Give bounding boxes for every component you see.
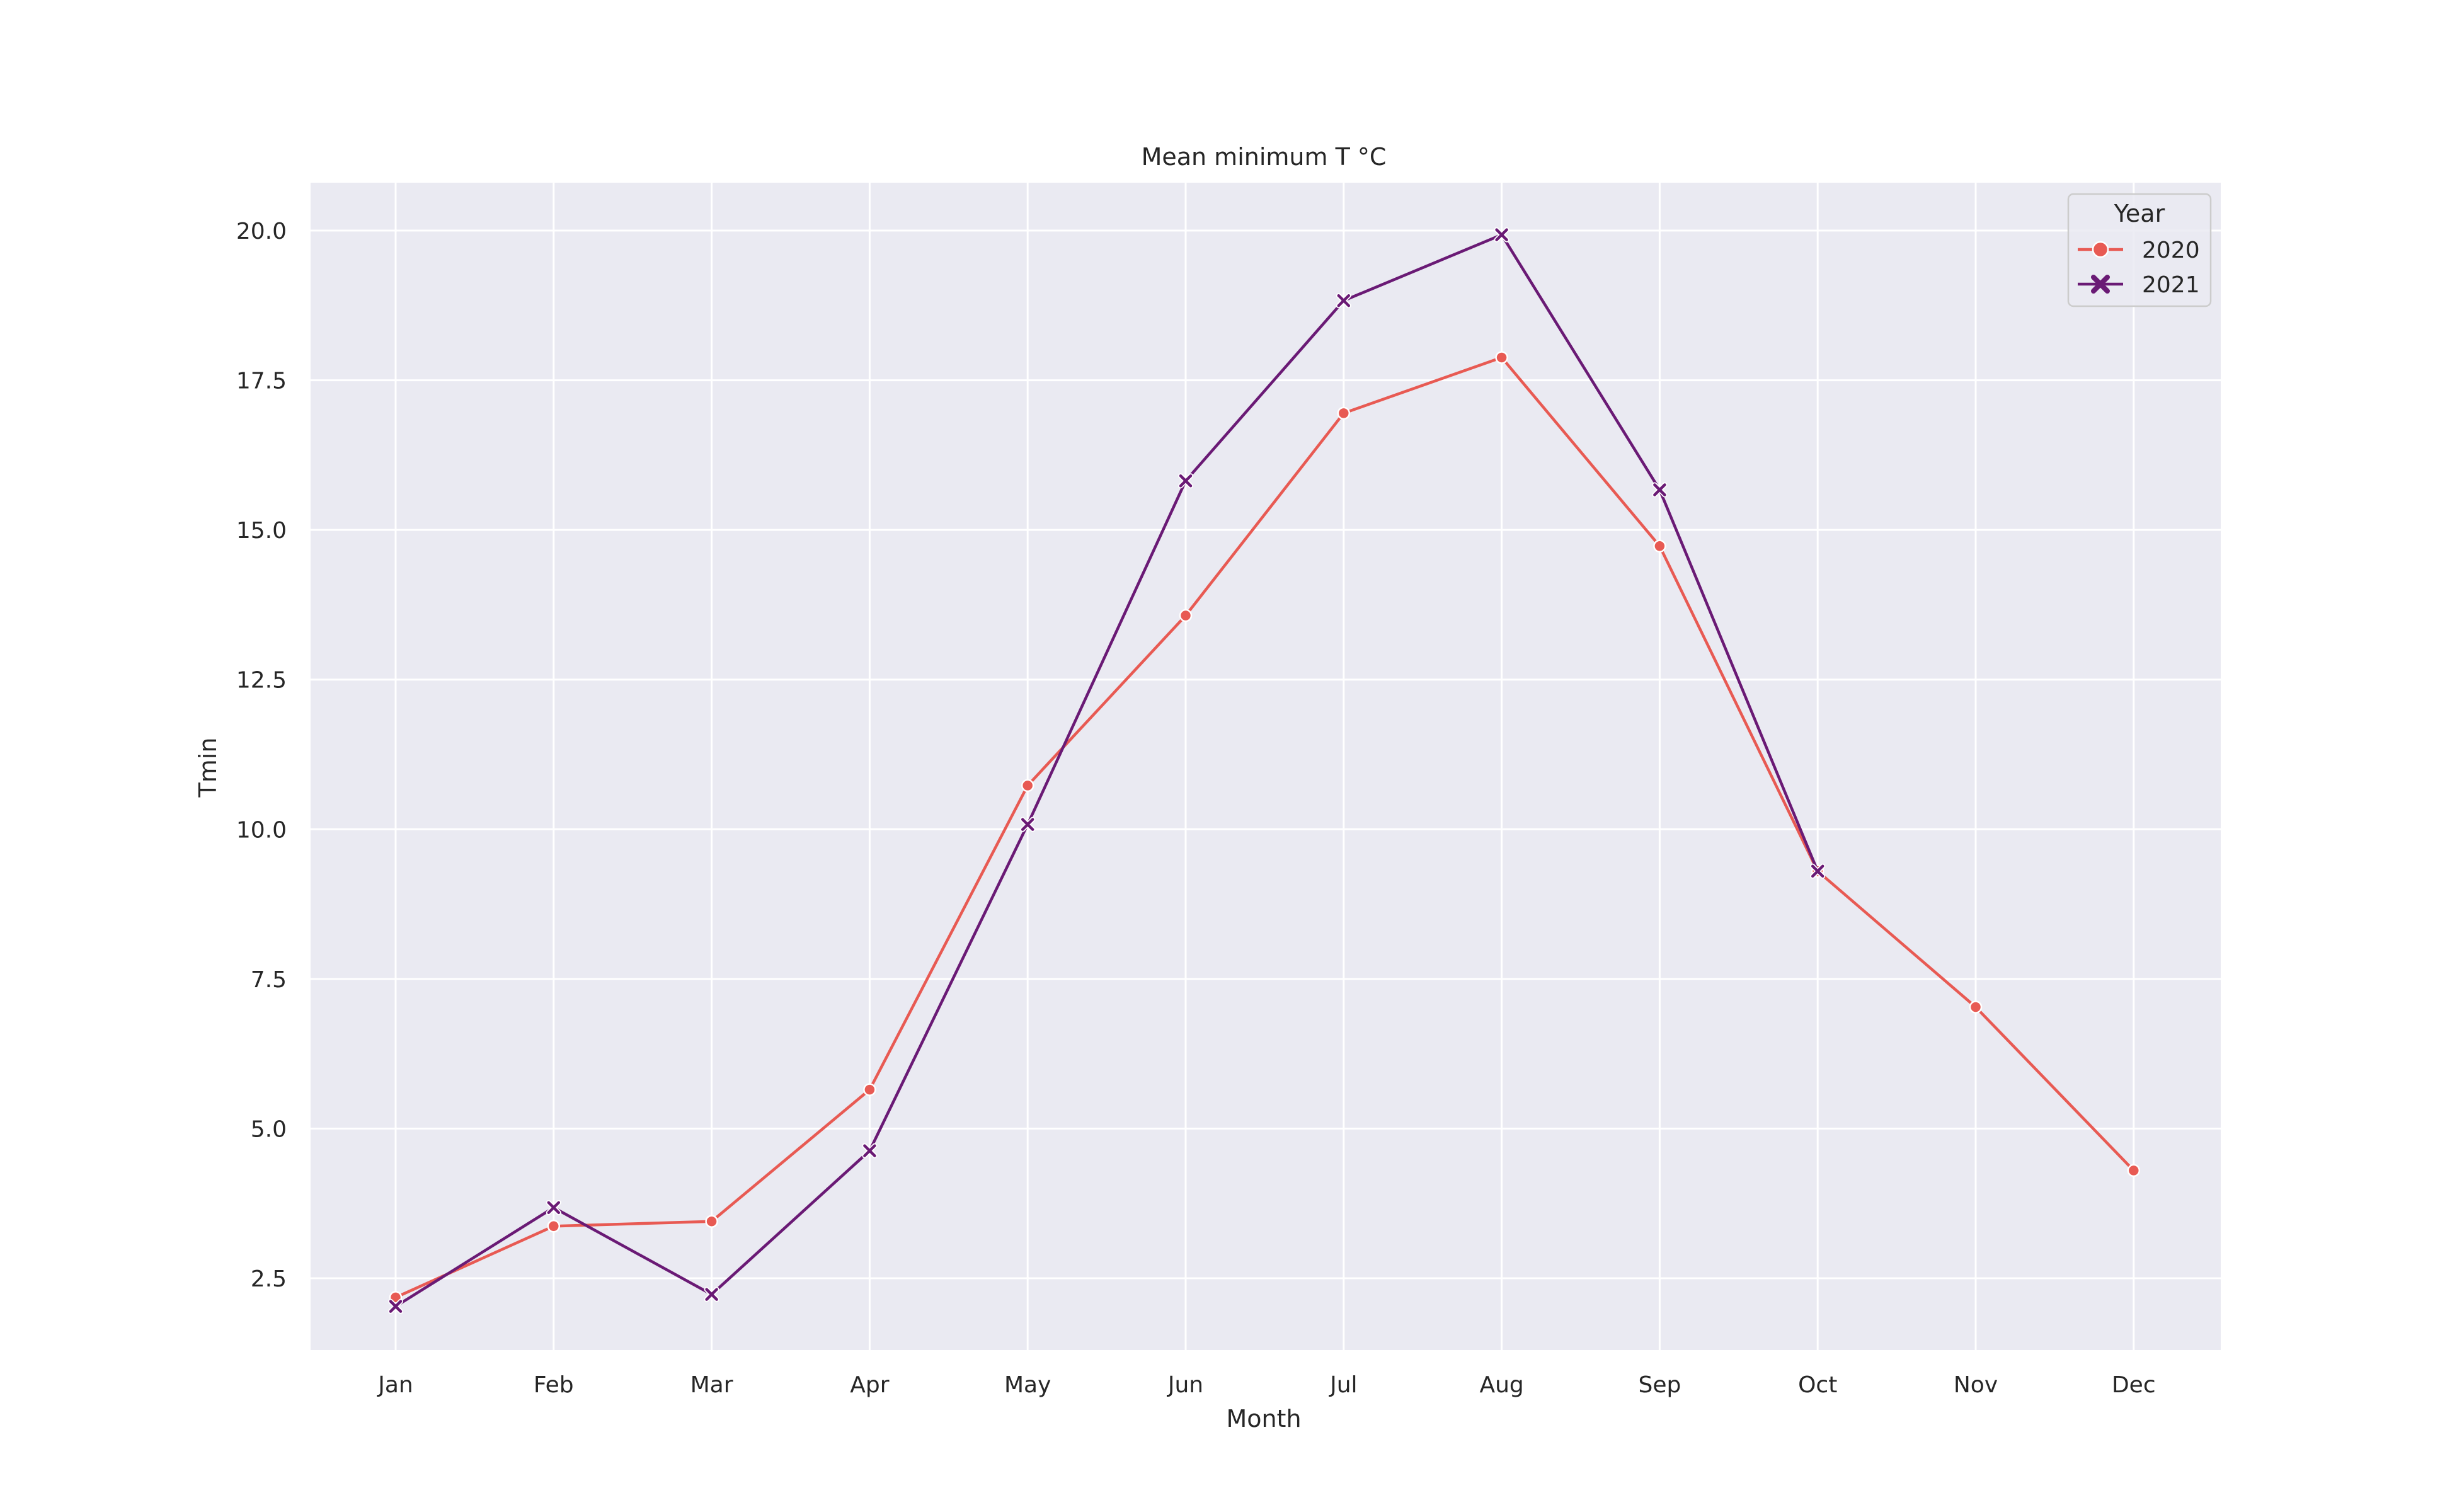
series-line: [395, 356, 2135, 1299]
data-point: [1969, 1000, 1983, 1014]
x-tick-label: Nov: [1954, 1372, 1998, 1398]
data-point: [1021, 779, 1034, 793]
x-tick-label: Jun: [1167, 1372, 1203, 1398]
x-tick-label: Apr: [850, 1372, 889, 1398]
x-tick-label: Oct: [1798, 1372, 1837, 1398]
data-point: [863, 1144, 876, 1157]
y-tick-label: 12.5: [236, 668, 287, 694]
data-point: [547, 1201, 561, 1215]
legend-label: 2020: [2142, 238, 2200, 263]
x-axis-label: Month: [1226, 1405, 1301, 1433]
y-tick-label: 2.5: [251, 1266, 287, 1292]
data-point: [1495, 351, 1508, 364]
x-tick-label: May: [1004, 1372, 1051, 1398]
x-tick-label: Feb: [534, 1372, 574, 1398]
legend-marker: [2092, 241, 2109, 258]
chart-title: Mean minimum T °C: [1142, 143, 1387, 171]
data-point: [1021, 818, 1034, 831]
data-point: [1337, 406, 1351, 420]
x-tick-label: Jul: [1329, 1372, 1357, 1398]
y-tick-label: 15.0: [236, 518, 287, 544]
y-tick-label: 7.5: [251, 967, 287, 993]
data-point: [1337, 294, 1351, 307]
x-tick-label: Jan: [377, 1372, 413, 1398]
y-tick-label: 17.5: [236, 369, 287, 394]
data-point: [1179, 609, 1193, 622]
legend-item-2020: 2020: [2078, 238, 2200, 263]
data-point: [2127, 1164, 2141, 1177]
y-tick-label: 20.0: [236, 219, 287, 244]
plot-area: [311, 183, 2221, 1350]
x-tick-label: Aug: [1479, 1372, 1523, 1398]
x-tick-label: Dec: [2112, 1372, 2156, 1398]
data-point: [547, 1220, 561, 1233]
legend-title: Year: [2114, 200, 2165, 227]
series-2020: [389, 351, 2141, 1304]
legend-marker: [2091, 275, 2110, 294]
x-tick-label: Mar: [690, 1372, 733, 1398]
data-point: [1653, 483, 1666, 496]
data-point: [705, 1215, 718, 1228]
legend-item-2021: 2021: [2078, 272, 2200, 298]
data-point: [1495, 228, 1508, 241]
y-tick-label: 5.0: [251, 1116, 287, 1142]
x-tick-label: Sep: [1638, 1372, 1681, 1398]
data-point: [389, 1300, 403, 1313]
data-point: [1811, 864, 1824, 878]
data-point: [863, 1083, 876, 1096]
data-point: [1179, 474, 1193, 488]
data-point: [705, 1288, 718, 1301]
data-point: [1653, 539, 1666, 553]
legend: Year 2020 2021: [2067, 193, 2212, 307]
y-tick-label: 10.0: [236, 817, 287, 843]
y-axis-label: Tmin: [194, 738, 222, 798]
series-line: [394, 233, 1819, 1308]
legend-label: 2021: [2142, 272, 2200, 298]
series-2021: [388, 227, 1826, 1314]
